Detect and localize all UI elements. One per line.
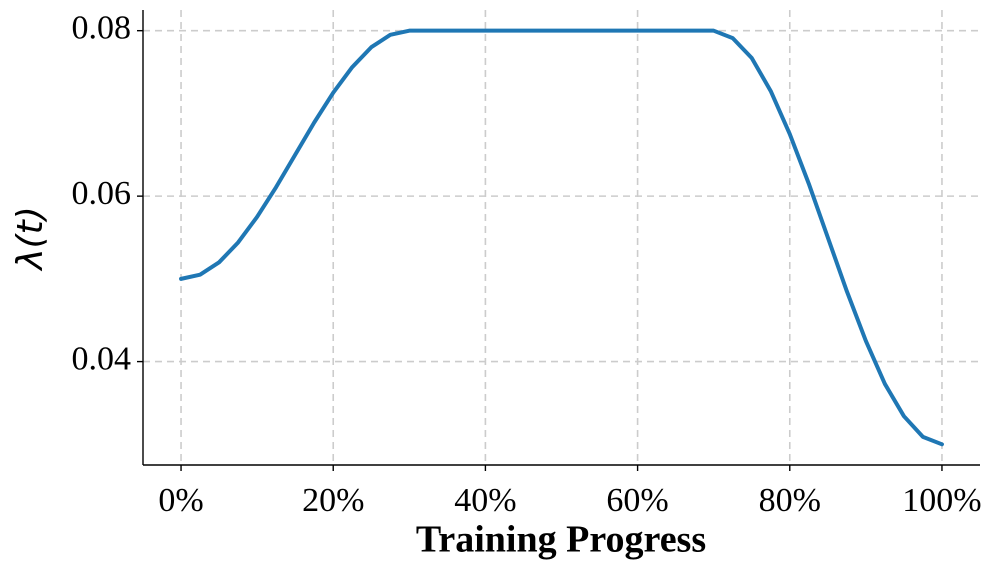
y-tick-label: 0.08 — [72, 9, 132, 46]
y-tick-label: 0.04 — [72, 340, 132, 377]
x-tick-label: 100% — [902, 482, 981, 519]
x-tick-label: 20% — [302, 482, 364, 519]
y-tick-label: 0.06 — [72, 175, 132, 212]
x-tick-label: 60% — [606, 482, 668, 519]
data-line — [179, 28, 944, 447]
x-axis-label: Training Progress — [416, 519, 706, 561]
x-tick-label: 40% — [454, 482, 516, 519]
x-tick-label: 80% — [759, 482, 821, 519]
y-axis-label: λ(t) — [10, 206, 51, 272]
x-tick-label: 0% — [158, 482, 203, 519]
